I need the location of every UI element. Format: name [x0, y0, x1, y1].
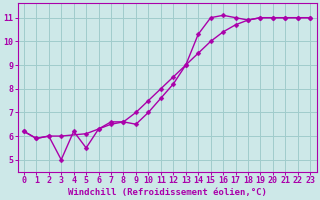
- X-axis label: Windchill (Refroidissement éolien,°C): Windchill (Refroidissement éolien,°C): [68, 188, 267, 197]
